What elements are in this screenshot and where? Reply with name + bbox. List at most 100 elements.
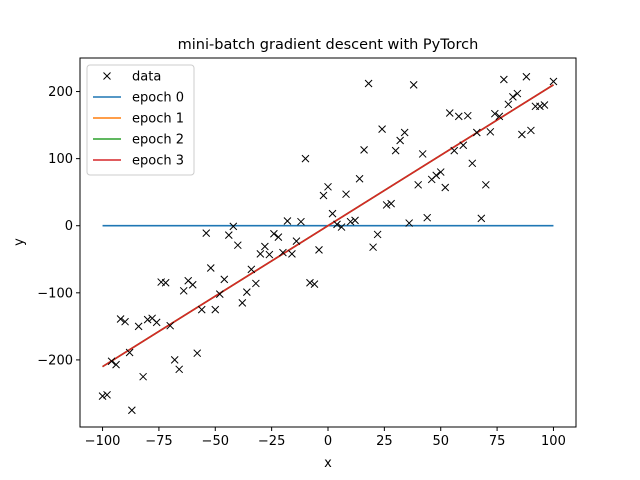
data-point (459, 141, 468, 150)
data-point (423, 213, 432, 222)
x-tick-label: 50 (432, 434, 449, 449)
data-point (450, 146, 459, 155)
data-point (536, 102, 544, 111)
data-point (161, 278, 170, 287)
data-point (107, 357, 116, 366)
legend-label: epoch 3 (132, 154, 184, 169)
x-axis-ticks: −100 −75 −50 −25 0 25 50 75 100 (85, 427, 566, 449)
data-point (238, 299, 247, 307)
data-point (292, 237, 301, 246)
data-point (436, 168, 445, 176)
x-tick-label: −25 (258, 434, 285, 449)
data-point (355, 174, 364, 183)
data-point (360, 146, 368, 154)
data-point (481, 180, 490, 189)
data-point (256, 250, 265, 258)
x-axis-label: x (324, 456, 332, 471)
data-point (270, 229, 278, 238)
data-point (103, 390, 111, 399)
data-point (202, 229, 211, 237)
data-point (351, 216, 359, 225)
legend-label: data (132, 70, 161, 85)
data-point (549, 77, 558, 86)
data-point (342, 190, 350, 199)
chart-title: mini-batch gradient descent with PyTorch (178, 37, 479, 53)
data-point (175, 365, 184, 374)
data-point (121, 317, 129, 326)
data-point (188, 280, 197, 289)
data-point (242, 288, 251, 297)
series-lines (102, 84, 554, 368)
data-point (369, 243, 377, 252)
legend-entry-data: data (103, 70, 161, 85)
data-point (378, 125, 386, 133)
data-point (224, 231, 233, 239)
data-point (315, 246, 323, 254)
x-tick-label: 75 (489, 434, 506, 449)
legend-box (86, 64, 195, 176)
data-point (432, 171, 441, 180)
legend-label: epoch 1 (132, 112, 184, 127)
data-point (409, 80, 418, 89)
data-point (252, 279, 260, 288)
data-point (166, 321, 175, 330)
data-point (283, 217, 292, 225)
data-point (306, 278, 314, 287)
x-tick-label: −75 (145, 434, 172, 449)
data-point (233, 241, 242, 250)
data-point (527, 126, 535, 135)
y-tick-label: 200 (48, 85, 73, 100)
data-point (382, 201, 391, 209)
data-point (206, 264, 215, 272)
data-point (472, 128, 481, 137)
data-point (261, 242, 269, 251)
data-point (319, 191, 328, 200)
data-point (364, 79, 373, 88)
data-point (324, 182, 332, 191)
data-point (220, 275, 229, 284)
legend-entry-epoch-1: epoch 1 (93, 112, 184, 127)
x-tick-label: −100 (85, 434, 121, 449)
legend-entry-epoch-3: epoch 3 (93, 154, 184, 169)
y-tick-label: −100 (37, 286, 73, 301)
data-point (337, 223, 346, 231)
y-axis-ticks: −200 −100 0 100 200 (37, 85, 80, 368)
data-point (373, 230, 382, 239)
data-point (197, 305, 206, 314)
data-point (504, 100, 513, 109)
data-point (441, 183, 450, 192)
x-tick-label: 0 (324, 434, 332, 449)
data-point (509, 93, 517, 101)
data-point (445, 109, 454, 117)
data-point (143, 315, 152, 324)
data-point (134, 322, 143, 331)
legend-entry-epoch-0: epoch 0 (93, 91, 184, 106)
data-point (229, 222, 238, 231)
legend-marker (103, 72, 111, 80)
data-point (387, 199, 395, 208)
data-point (522, 72, 531, 81)
data-point (477, 214, 486, 223)
data-point (468, 159, 477, 168)
data-point (288, 250, 296, 258)
data-point (279, 248, 287, 257)
data-point (116, 315, 125, 323)
data-points (98, 72, 558, 415)
y-tick-label: 0 (65, 219, 73, 234)
data-point (265, 250, 274, 259)
x-tick-label: 25 (376, 434, 393, 449)
data-point (486, 127, 495, 136)
data-point (128, 406, 136, 415)
data-point (391, 146, 400, 155)
y-axis-label: y (12, 238, 27, 246)
data-point (170, 356, 179, 364)
data-point (405, 219, 414, 227)
data-point (490, 109, 499, 118)
data-point (540, 101, 549, 109)
data-point (414, 180, 423, 189)
data-point (125, 348, 134, 357)
x-tick-label: −50 (202, 434, 229, 449)
data-point (112, 360, 120, 369)
data-point (328, 209, 337, 218)
y-tick-label: −200 (37, 353, 73, 368)
